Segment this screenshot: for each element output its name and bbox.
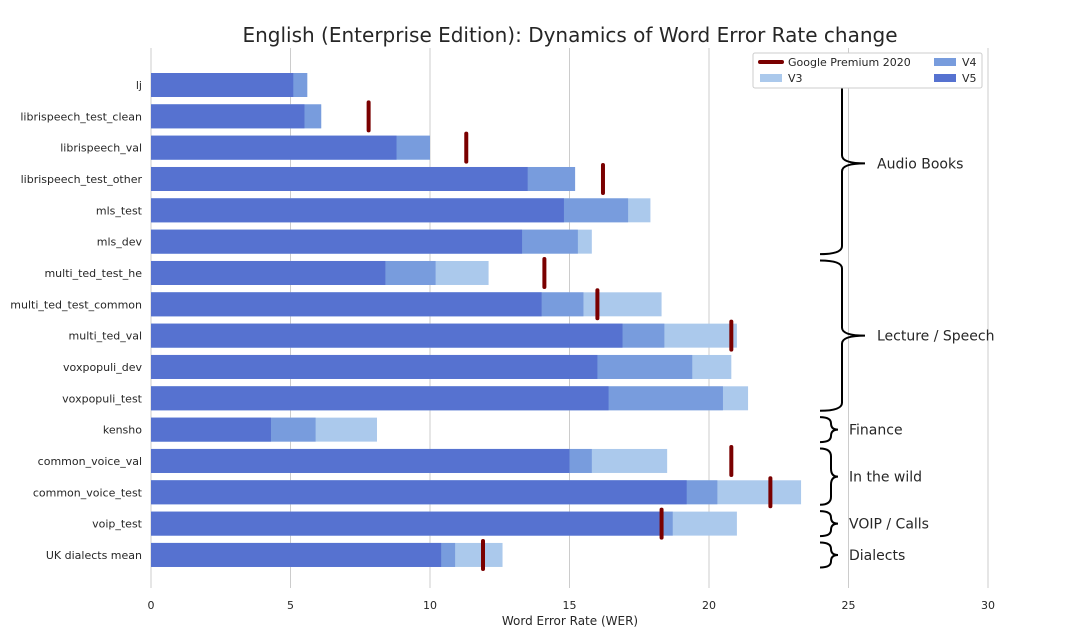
y-tick-librispeech-test-other: librispeech_test_other xyxy=(21,173,143,186)
chart-title: English (Enterprise Edition): Dynamics o… xyxy=(242,23,897,47)
y-tick-labels: lj librispeech_test_clean librispeech_vall… xyxy=(10,79,142,562)
y-tick-common-voice-val: common_voice_val xyxy=(38,455,142,468)
brace-lecture-speech xyxy=(819,259,866,412)
group-label-dialects: Dialects xyxy=(849,548,905,564)
group-label-lecture-speech: Lecture / Speech xyxy=(877,329,994,345)
google-markers xyxy=(366,100,773,571)
y-tick-kensho: kensho xyxy=(103,424,142,437)
y-tick-common-voice-test: common_voice_test xyxy=(33,486,143,499)
bar-v5-multi-ted-test-he xyxy=(151,260,386,285)
x-tick-5: 5 xyxy=(287,599,294,612)
legend: Google Premium 2020 V3 V4 V5 xyxy=(752,52,983,89)
group-braces: Audio Books Lecture / Speech Finance In the… xyxy=(819,71,994,569)
x-tick-30: 30 xyxy=(981,599,995,612)
bar-v5-common-voice-test xyxy=(151,480,687,505)
y-tick-voxpopuli-dev: voxpopuli_dev xyxy=(63,361,142,374)
bar-v5-voip-test xyxy=(151,511,662,536)
x-tick-15: 15 xyxy=(563,599,577,612)
bar-v5-librispeech-val xyxy=(151,135,397,160)
bar-v5-multi-ted-val xyxy=(151,323,623,348)
y-tick-lj: lj xyxy=(136,79,142,92)
bar-v5-mls-test xyxy=(151,198,564,223)
grid-lines xyxy=(150,48,989,588)
group-label-voip-calls: VOIP / Calls xyxy=(849,517,929,533)
x-tick-25: 25 xyxy=(842,599,856,612)
y-tick-mls-dev: mls_dev xyxy=(97,236,143,249)
bar-v5-kensho xyxy=(151,417,271,442)
brace-dialects xyxy=(819,541,839,569)
y-tick-librispeech-test-clean: librispeech_test_clean xyxy=(20,110,142,123)
brace-voip-calls xyxy=(819,510,839,538)
bar-v5-voxpopuli-dev xyxy=(151,354,598,379)
group-label-in-the-wild: In the wild xyxy=(849,470,922,486)
bar-v5-librispeech-test-clean xyxy=(151,104,305,129)
y-tick-multi-ted-test-he: multi_ted_test_he xyxy=(44,267,142,280)
bar-v5-voxpopuli-test xyxy=(151,386,609,411)
x-axis-label: Word Error Rate (WER) xyxy=(502,614,638,628)
x-tick-0: 0 xyxy=(148,599,155,612)
bar-v5-mls-dev xyxy=(151,229,523,254)
bar-v5-multi-ted-test-common xyxy=(151,292,542,317)
bars xyxy=(151,73,802,567)
group-label-finance: Finance xyxy=(849,423,903,439)
legend-frame xyxy=(752,52,983,89)
bar-v5-lj xyxy=(151,73,294,97)
legend-label-v5: V5 xyxy=(962,72,977,85)
y-tick-voxpopuli-test: voxpopuli_test xyxy=(62,392,143,405)
bar-v5-librispeech-test-other xyxy=(151,166,528,191)
y-tick-uk-dialects-mean: UK dialects mean xyxy=(46,549,142,562)
y-tick-multi-ted-val: multi_ted_val xyxy=(69,330,142,343)
x-tick-20: 20 xyxy=(702,599,716,612)
y-tick-voip-test: voip_test xyxy=(92,518,143,531)
x-tick-labels: 0 5 10 15 20 25 30 xyxy=(148,599,996,612)
legend-label-v3: V3 xyxy=(788,72,803,85)
brace-audio-books xyxy=(819,71,866,256)
legend-swatch-v5 xyxy=(934,74,956,82)
y-tick-multi-ted-test-common: multi_ted_test_common xyxy=(10,298,142,311)
y-tick-mls-test: mls_test xyxy=(96,204,143,217)
brace-in-the-wild xyxy=(819,447,839,506)
brace-finance xyxy=(819,416,839,444)
x-tick-10: 10 xyxy=(423,599,437,612)
legend-label-v4: V4 xyxy=(962,56,977,69)
bar-v5-common-voice-val xyxy=(151,448,570,473)
legend-swatch-v3 xyxy=(760,74,782,82)
y-tick-librispeech-val: librispeech_val xyxy=(60,142,142,155)
legend-label-google-premium-2020: Google Premium 2020 xyxy=(788,56,911,69)
group-label-audio-books: Audio Books xyxy=(877,156,963,172)
bar-v5-uk-dialects-mean xyxy=(151,542,442,567)
legend-swatch-v4 xyxy=(934,58,956,66)
